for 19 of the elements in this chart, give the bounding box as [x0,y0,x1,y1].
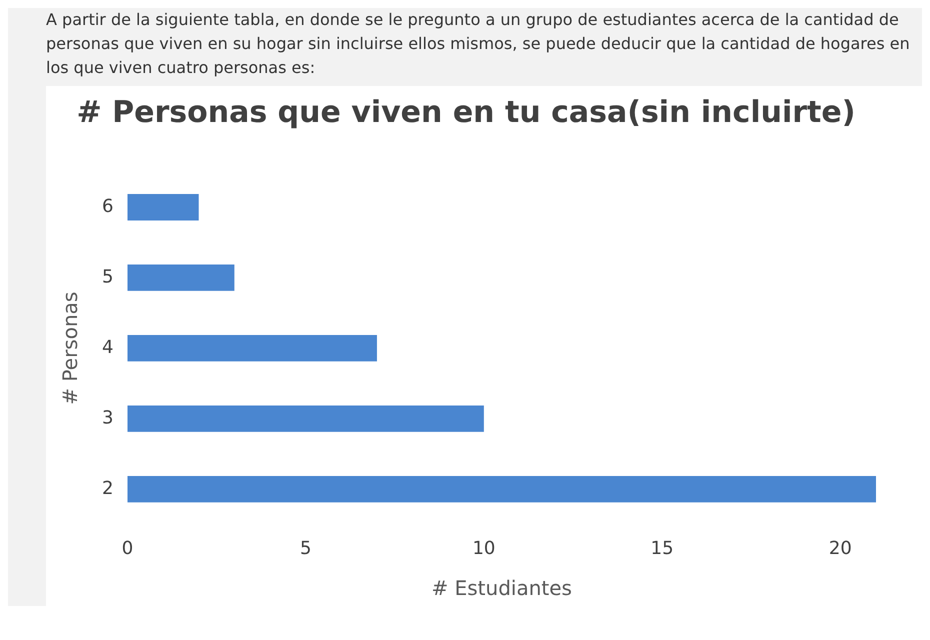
bar [127,334,377,362]
y-tick-label: 4 [102,336,114,358]
x-tick-label: 10 [472,538,496,559]
bar [127,264,234,291]
y-tick-label: 6 [102,196,114,217]
x-tick-label: 15 [650,538,674,559]
y-tick-label: 3 [102,407,114,428]
bar [127,194,199,220]
y-tick-label: 2 [102,478,114,499]
x-tick-label: 0 [122,538,134,559]
x-tick-label: 5 [300,538,312,559]
bar [127,476,876,502]
chart-title: # Personas que viven en tu casa(sin incluirte) [76,94,856,130]
text: A partir de la siguiente tabla, en donde se le pregunto a un grupo de estudiantes acerca de la cantidad de personas que viven en su hogar sin incluirse ellos mismos, se puede deducir que la cantidad de hogares en los que viven cuatro personas es: [45,9,911,79]
y-axis-title: # Personas [58,292,82,405]
y-tick-label: 5 [102,266,114,288]
x-tick-label: 20 [828,538,852,559]
bar [127,405,484,432]
x-axis-title: # Estudiantes [432,576,572,600]
